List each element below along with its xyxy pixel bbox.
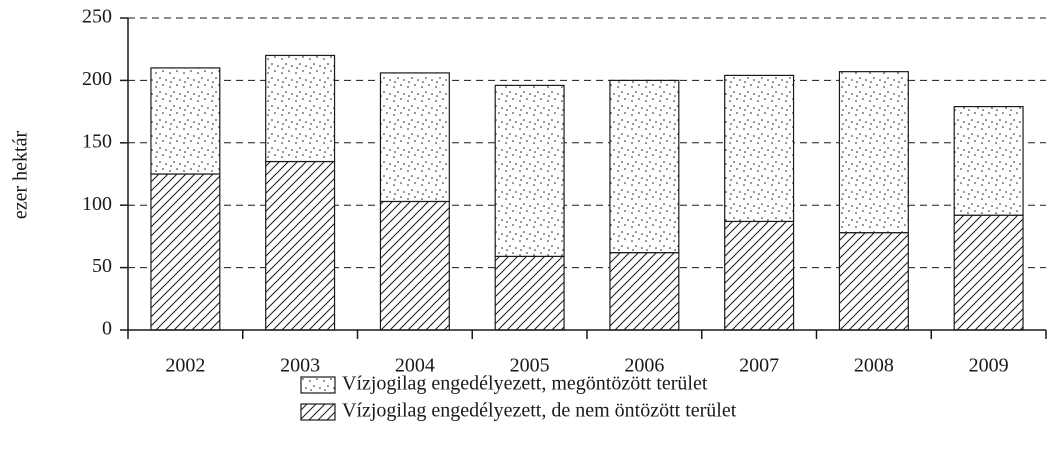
bar-segment-fill	[494, 255, 565, 331]
y-axis-label: ezer hektár	[10, 131, 32, 220]
y-tick-label: 150	[82, 130, 112, 152]
bar-segment-fill	[953, 106, 1024, 216]
y-tick-label: 0	[102, 318, 112, 340]
bar-segment-fill	[838, 232, 909, 331]
legend-label: Vízjogilag engedélyezett, de nem öntözöt…	[342, 400, 737, 422]
y-tick-label: 250	[82, 6, 112, 28]
bar-segment-fill	[838, 71, 909, 234]
bar-segment-fill	[265, 54, 336, 163]
bar-segment-fill	[150, 67, 221, 175]
bar-segment-fill	[379, 72, 450, 203]
bar-segment-fill	[379, 200, 450, 331]
bar-segment-fill	[494, 84, 565, 257]
x-tick-label: 2002	[165, 355, 205, 377]
x-tick-label: 2007	[739, 355, 779, 377]
x-tick-label: 2005	[510, 355, 550, 377]
bar-segment-fill	[953, 214, 1024, 331]
x-tick-label: 2003	[280, 355, 320, 377]
legend-swatch	[300, 403, 336, 421]
bar-segment-fill	[609, 252, 680, 331]
x-tick-label: 2008	[854, 355, 894, 377]
x-tick-label: 2006	[624, 355, 664, 377]
y-tick-label: 50	[92, 255, 112, 277]
y-tick-label: 100	[82, 193, 112, 215]
legend-swatch	[300, 376, 336, 394]
y-tick-label: 200	[82, 68, 112, 90]
bar-segment-fill	[724, 74, 795, 223]
bar-segment-fill	[724, 220, 795, 331]
legend-label: Vízjogilag engedélyezett, megöntözött te…	[342, 373, 708, 395]
x-tick-label: 2004	[395, 355, 435, 377]
x-tick-label: 2009	[969, 355, 1009, 377]
bar-segment-fill	[265, 160, 336, 331]
bar-segment-fill	[150, 173, 221, 331]
bar-segment-fill	[609, 79, 680, 254]
